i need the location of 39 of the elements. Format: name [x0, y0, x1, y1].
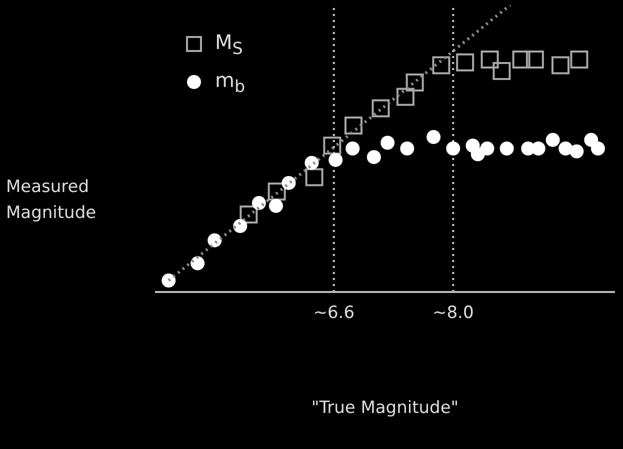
- point: [328, 152, 343, 167]
- point: [346, 142, 360, 156]
- y-axis-title: Measured Magnitude: [6, 176, 98, 225]
- legend-label: M$_{S}$: [215, 30, 243, 58]
- x-axis-title: "True Magnitude": [310, 398, 460, 418]
- point: [305, 168, 324, 186]
- point: [372, 99, 390, 118]
- point: [570, 50, 588, 69]
- point: [162, 274, 176, 288]
- point: [492, 62, 511, 80]
- point: [551, 56, 570, 74]
- point: [406, 73, 424, 92]
- point: [233, 218, 248, 233]
- point: [344, 116, 362, 135]
- point: [590, 142, 605, 156]
- point: [531, 142, 546, 156]
- point: [304, 156, 319, 170]
- point: [366, 150, 381, 164]
- x-tick-label: ~6.6: [313, 303, 355, 324]
- point: [400, 142, 414, 156]
- point: [526, 50, 544, 69]
- point: [456, 53, 474, 72]
- legend-label: m$_{b}$: [215, 68, 246, 96]
- point: [546, 132, 560, 147]
- x-tick-label: ~8.0: [432, 303, 474, 324]
- point: [268, 198, 283, 213]
- point: [558, 142, 573, 156]
- point: [480, 142, 494, 156]
- point: [282, 176, 296, 190]
- point: [323, 136, 342, 155]
- point: [500, 142, 514, 156]
- point: [426, 130, 441, 144]
- point: [208, 233, 222, 248]
- point: [252, 196, 266, 210]
- point: [446, 142, 460, 156]
- point: [570, 144, 584, 158]
- point: [432, 56, 450, 74]
- point: [190, 256, 205, 270]
- point: [380, 136, 395, 150]
